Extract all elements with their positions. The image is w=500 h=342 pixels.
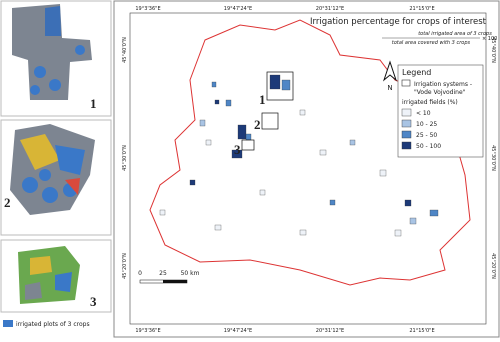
site-label: 2 bbox=[254, 117, 261, 132]
legend-systems: "Vode Vojvodine" bbox=[414, 89, 466, 96]
formula-denominator: total area covered with 3 crops bbox=[392, 40, 471, 46]
legend-swatch bbox=[401, 108, 412, 117]
region-border bbox=[149, 19, 471, 286]
graticule-label: 45°30'0"N bbox=[122, 145, 128, 171]
inset-legend-label: irrigated plots of 3 crops bbox=[16, 321, 90, 328]
legend-systems: Irrigation systems - bbox=[414, 81, 472, 88]
legend-swatch bbox=[401, 130, 412, 139]
scale-bar: 0 25 50 km bbox=[138, 270, 200, 284]
legend-label: < 10 bbox=[416, 110, 431, 117]
graticule-label: 20°31'12"E bbox=[316, 328, 344, 334]
graticule-label: 20°31'12"E bbox=[316, 6, 344, 12]
graticule-label: 45°40'0"N bbox=[122, 37, 128, 63]
scale-label: 50 km bbox=[181, 270, 200, 277]
graticule-label: 21°15'0"E bbox=[409, 6, 434, 12]
legend-label: 10 - 25 bbox=[416, 121, 437, 128]
inset-1: 1 bbox=[0, 0, 112, 117]
legend-label: 50 - 100 bbox=[416, 143, 441, 150]
legend: Legend Irrigation systems - "Vode Vojvod… bbox=[397, 64, 484, 158]
site-label: 3 bbox=[234, 142, 241, 157]
inset-label: 1 bbox=[90, 96, 97, 111]
inset-label: 3 bbox=[90, 294, 97, 309]
formula-multiplier: × 100 bbox=[482, 36, 497, 42]
legend-swatch bbox=[401, 141, 412, 150]
inset-legend-swatch bbox=[3, 320, 13, 327]
scale-label: 0 bbox=[138, 270, 142, 277]
graticule-label: 45°40'0"N bbox=[490, 37, 496, 63]
graticule-label: 19°3'36"E bbox=[135, 328, 160, 334]
site-boxes bbox=[241, 71, 294, 151]
graticule-label: 45°20'0"N bbox=[490, 253, 496, 279]
formula-numerator: total irrigated area of 3 crops bbox=[418, 31, 492, 37]
graticule-label: 19°47'24"E bbox=[224, 6, 252, 12]
inset-3: 3 bbox=[0, 239, 112, 313]
map-frame bbox=[113, 0, 500, 338]
legend-fields-title: irrigated fields (%) bbox=[402, 99, 458, 106]
legend-title: Legend bbox=[402, 68, 431, 77]
fields bbox=[159, 74, 439, 237]
north-arrow bbox=[382, 60, 398, 82]
site-label: 1 bbox=[259, 92, 266, 107]
graticule-label: 45°30'0"N bbox=[490, 145, 496, 171]
legend-swatch bbox=[401, 119, 412, 128]
inset-label: 2 bbox=[4, 195, 11, 210]
graticule-label: 21°15'0"E bbox=[409, 328, 434, 334]
map-neatline bbox=[129, 12, 487, 325]
legend-label: 25 - 50 bbox=[416, 132, 437, 139]
graticule-label: 19°47'24"E bbox=[224, 328, 252, 334]
inset-2: 2 bbox=[0, 119, 112, 236]
graticule-label: 45°20'0"N bbox=[122, 253, 128, 279]
map-title: Irrigation percentage for crops of inter… bbox=[310, 17, 487, 27]
graticule-label: 19°3'36"E bbox=[135, 6, 160, 12]
north-label: N bbox=[387, 84, 392, 92]
scale-label: 25 bbox=[159, 270, 167, 277]
